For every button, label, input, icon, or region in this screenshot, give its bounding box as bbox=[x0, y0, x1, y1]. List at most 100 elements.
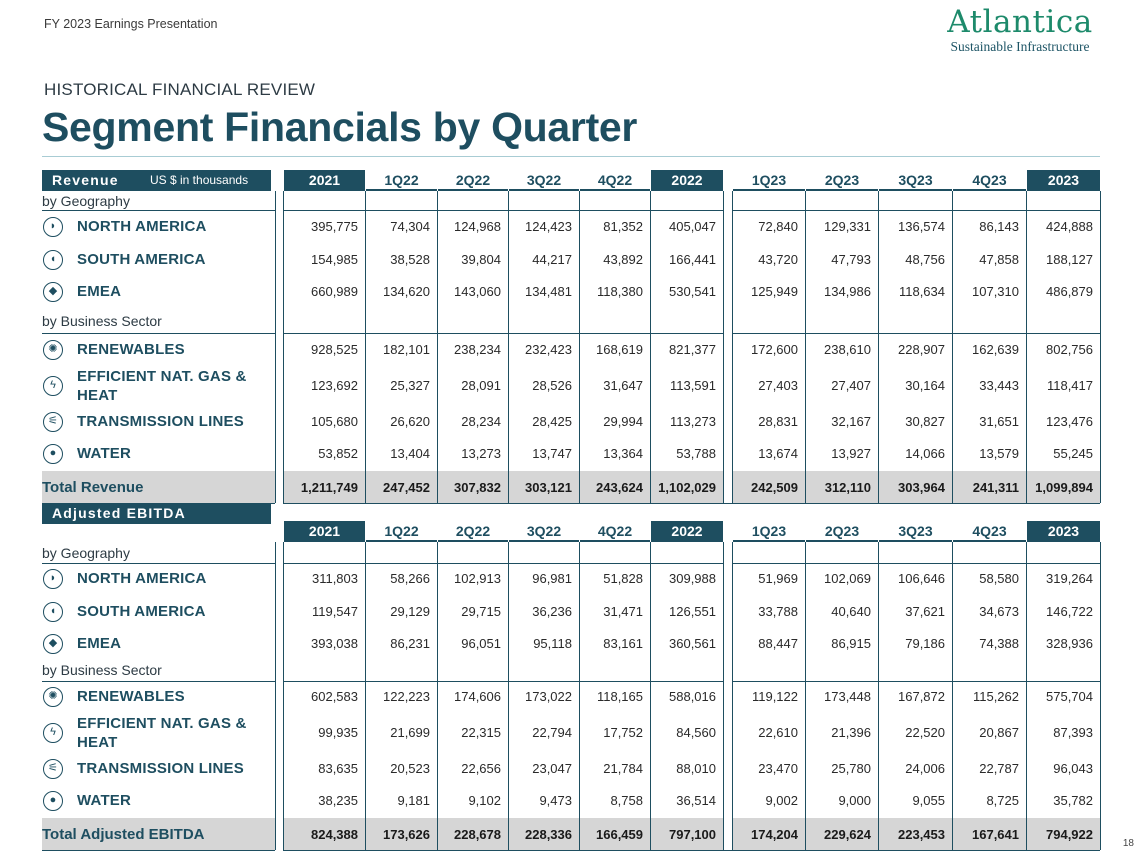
value-cell: 22,794 bbox=[532, 725, 572, 740]
value-cell: 17,752 bbox=[603, 725, 643, 740]
value-cell: 23,470 bbox=[758, 761, 798, 776]
total-value-cell: 243,624 bbox=[596, 480, 643, 495]
grid-vline bbox=[283, 191, 284, 503]
total-value-cell: 1,211,749 bbox=[300, 480, 358, 495]
value-cell: 47,858 bbox=[979, 252, 1019, 267]
total-row-bg bbox=[438, 471, 508, 503]
ebitda-group-label: by Geography bbox=[42, 545, 130, 561]
value-cell: 123,476 bbox=[1046, 414, 1093, 429]
value-cell: 30,164 bbox=[905, 378, 945, 393]
value-cell: 13,927 bbox=[831, 446, 871, 461]
total-value-cell: 312,110 bbox=[824, 480, 871, 495]
value-cell: 36,514 bbox=[676, 793, 716, 808]
value-cell: 48,756 bbox=[905, 252, 945, 267]
total-value-cell: 166,459 bbox=[596, 827, 643, 842]
revenue-group-label: by Business Sector bbox=[42, 313, 162, 329]
grid-vline bbox=[952, 542, 953, 850]
value-cell: 88,447 bbox=[758, 636, 798, 651]
row-label: EMEA bbox=[77, 283, 122, 300]
value-cell: 28,526 bbox=[532, 378, 572, 393]
value-cell: 154,985 bbox=[311, 252, 358, 267]
value-cell: 168,619 bbox=[596, 342, 643, 357]
row-label: TRANSMISSION LINES bbox=[77, 760, 244, 777]
value-cell: 105,680 bbox=[311, 414, 358, 429]
title-rule bbox=[42, 156, 1100, 157]
value-cell: 43,720 bbox=[758, 252, 798, 267]
grid-vline bbox=[878, 191, 879, 503]
value-cell: 30,827 bbox=[905, 414, 945, 429]
grid-vline bbox=[878, 542, 879, 850]
value-cell: 13,579 bbox=[979, 446, 1019, 461]
total-value-cell: 1,102,029 bbox=[658, 480, 716, 495]
value-cell: 40,640 bbox=[831, 604, 871, 619]
total-row-bg bbox=[284, 818, 365, 850]
value-cell: 588,016 bbox=[669, 689, 716, 704]
revenue-col-header-1q23: 1Q23 bbox=[751, 172, 787, 188]
total-row-bg bbox=[733, 471, 805, 503]
total-value-cell: 173,626 bbox=[383, 827, 430, 842]
revenue-col-header-2022: 2022 bbox=[651, 170, 723, 191]
value-cell: 31,647 bbox=[603, 378, 643, 393]
ebitda-col-header-2023: 2023 bbox=[1027, 521, 1100, 542]
total-bottom-rule bbox=[283, 503, 1100, 504]
value-cell: 87,393 bbox=[1053, 725, 1093, 740]
total-value-cell: 167,641 bbox=[972, 827, 1019, 842]
grid-vline bbox=[723, 191, 724, 503]
grid-vline bbox=[952, 191, 953, 503]
value-cell: 602,583 bbox=[311, 689, 358, 704]
value-cell: 424,888 bbox=[1046, 219, 1093, 234]
value-cell: 44,217 bbox=[532, 252, 572, 267]
value-cell: 172,600 bbox=[751, 342, 798, 357]
value-cell: 118,417 bbox=[1046, 378, 1093, 393]
value-cell: 26,620 bbox=[390, 414, 430, 429]
group-rule bbox=[42, 681, 275, 682]
total-row-bg bbox=[580, 471, 650, 503]
value-cell: 143,060 bbox=[454, 284, 501, 299]
south-america-globe-icon: ◖ bbox=[43, 602, 63, 622]
transmission-tower-icon: ⚟ bbox=[43, 412, 63, 432]
revenue-col-header-2023: 2023 bbox=[1027, 170, 1100, 191]
value-cell: 86,231 bbox=[390, 636, 430, 651]
group-rule bbox=[283, 333, 723, 334]
north-america-globe-icon: ◗ bbox=[43, 569, 63, 589]
ebitda-col-header-3q23: 3Q23 bbox=[898, 523, 933, 539]
total-value-cell: 223,453 bbox=[898, 827, 945, 842]
value-cell: 96,051 bbox=[461, 636, 501, 651]
total-bottom-rule bbox=[283, 850, 1100, 851]
page-number: 18 bbox=[1122, 838, 1134, 849]
ebitda-col-header-4q22: 4Q22 bbox=[597, 523, 633, 539]
value-cell: 102,913 bbox=[454, 571, 501, 586]
ebitda-col-header-2q23: 2Q23 bbox=[824, 523, 860, 539]
total-row-bg bbox=[1027, 471, 1100, 503]
group-rule bbox=[732, 333, 1100, 334]
presentation-label: FY 2023 Earnings Presentation bbox=[44, 17, 218, 31]
value-cell: 228,907 bbox=[898, 342, 945, 357]
value-cell: 74,388 bbox=[979, 636, 1019, 651]
total-value-cell: 229,624 bbox=[824, 827, 871, 842]
section-subtitle: HISTORICAL FINANCIAL REVIEW bbox=[44, 80, 316, 99]
value-cell: 167,872 bbox=[898, 689, 945, 704]
total-row-bg bbox=[953, 471, 1026, 503]
row-label: WATER bbox=[77, 792, 132, 809]
total-value-cell: 797,100 bbox=[669, 827, 716, 842]
value-cell: 32,167 bbox=[831, 414, 871, 429]
ebitda-total-label: Total Adjusted EBITDA bbox=[42, 826, 205, 843]
lightning-icon: ϟ bbox=[43, 723, 63, 743]
value-cell: 22,610 bbox=[758, 725, 798, 740]
total-value-cell: 228,336 bbox=[525, 827, 572, 842]
total-row-bg bbox=[651, 471, 723, 503]
value-cell: 43,892 bbox=[603, 252, 643, 267]
value-cell: 8,758 bbox=[610, 793, 643, 808]
ebitda-col-header-2q22: 2Q22 bbox=[455, 523, 491, 539]
value-cell: 34,673 bbox=[979, 604, 1019, 619]
north-america-globe-icon: ◗ bbox=[43, 217, 63, 237]
value-cell: 20,867 bbox=[979, 725, 1019, 740]
total-row-bg bbox=[806, 818, 878, 850]
value-cell: 35,782 bbox=[1053, 793, 1093, 808]
value-cell: 58,580 bbox=[979, 571, 1019, 586]
value-cell: 39,804 bbox=[461, 252, 501, 267]
total-value-cell: 242,509 bbox=[751, 480, 798, 495]
value-cell: 9,181 bbox=[397, 793, 430, 808]
row-label: EMEA bbox=[77, 635, 122, 652]
ebitda-col-header-3q22: 3Q22 bbox=[526, 523, 562, 539]
